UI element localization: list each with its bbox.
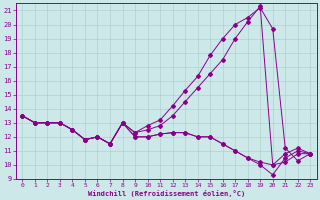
X-axis label: Windchill (Refroidissement éolien,°C): Windchill (Refroidissement éolien,°C) xyxy=(88,190,245,197)
